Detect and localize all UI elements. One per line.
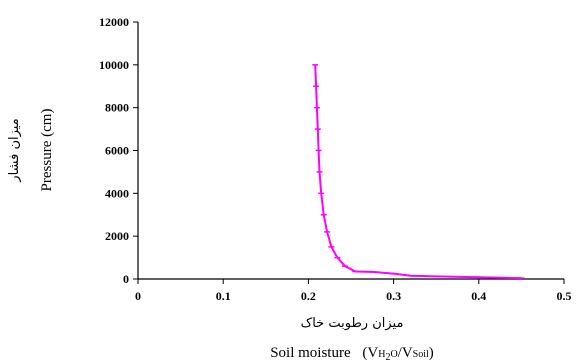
x-axis-label-two: 2 (385, 352, 390, 363)
x-axis-label-o: O (390, 349, 397, 360)
y-axis-label: Pressure (cm) (39, 109, 55, 192)
x-axis-label: Soil moisture (VH2O/VSoil) (270, 345, 434, 363)
x-tick-label: 0.2 (301, 289, 316, 303)
x-tick-label: 0.5 (557, 289, 572, 303)
x-tick-label: 0.3 (386, 289, 401, 303)
x-axis-label-fa: میزان رطوبت خاک (301, 316, 404, 331)
series-group (312, 64, 525, 280)
x-axis-label-main: Soil moisture (270, 345, 351, 361)
y-tick-label: 12000 (99, 15, 129, 29)
x-axis-label-slash: /V (398, 345, 413, 361)
y-tick-label: 8000 (105, 101, 129, 115)
y-tick-label: 10000 (99, 58, 129, 72)
x-tick-label: 0.4 (471, 289, 486, 303)
x-ticks: 0 0.1 0.2 0.3 0.4 0.5 (135, 279, 572, 303)
x-tick-label: 0 (135, 289, 141, 303)
y-tick-label: 0 (123, 272, 129, 286)
x-tick-label: 0.1 (216, 289, 231, 303)
x-axis-label-open: (V (362, 345, 378, 361)
series-line (314, 64, 522, 280)
x-axis-label-h: H (378, 349, 385, 360)
y-tick-label: 2000 (105, 229, 129, 243)
x-axis-label-soil: Soil (413, 349, 429, 360)
x-axis-label-close: ) (429, 345, 434, 361)
y-ticks: 0 2000 4000 6000 8000 10000 12000 (99, 15, 138, 286)
y-tick-label: 4000 (105, 186, 129, 200)
axes (137, 22, 564, 280)
y-axis-label-fa: میزان فشار (7, 118, 22, 182)
y-tick-label: 6000 (105, 144, 129, 158)
